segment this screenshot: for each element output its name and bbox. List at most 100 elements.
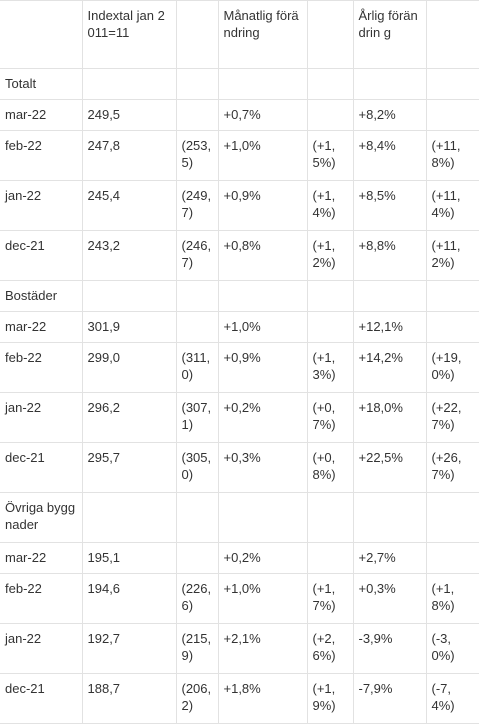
table-row: dec-21 295,7 (305,0) +0,3% (+0,8%) +22,5% (+26… — [0, 442, 479, 493]
cell-yearly-prev: (+22,7%) — [425, 392, 479, 443]
cell-monthly-prev: (+2,6%) — [306, 623, 354, 674]
cell-monthly: +1,0% — [217, 311, 308, 343]
cell-monthly-prev — [306, 311, 354, 343]
cell-period: mar-22 — [0, 311, 83, 343]
section-title: Totalt — [0, 68, 83, 100]
cell-index: 249,5 — [81, 99, 177, 131]
empty-cell — [352, 68, 427, 100]
cell-yearly: +2,7% — [352, 542, 427, 574]
cell-monthly-prev: (+0,7%) — [306, 392, 354, 443]
table-row: feb-22 247,8 (253,5) +1,0% (+1,5%) +8,4% (+11,… — [0, 130, 479, 181]
cell-yearly-prev: (+1,8%) — [425, 573, 479, 624]
cell-yearly-prev: (-7,4%) — [425, 673, 479, 724]
cell-monthly-prev: (+1,9%) — [306, 673, 354, 724]
cell-monthly: +0,3% — [217, 442, 308, 493]
empty-cell — [425, 492, 479, 543]
cell-monthly-prev — [306, 99, 354, 131]
cell-yearly: +0,3% — [352, 573, 427, 624]
cell-index: 245,4 — [81, 180, 177, 231]
cell-period: dec-21 — [0, 673, 83, 724]
cell-period: mar-22 — [0, 542, 83, 574]
cell-yearly-prev: (+19,0%) — [425, 342, 479, 393]
section-header-row: Bostäder — [0, 280, 479, 312]
cell-yearly: +8,2% — [352, 99, 427, 131]
table-row: jan-22 296,2 (307,1) +0,2% (+0,7%) +18,0% (+22… — [0, 392, 479, 443]
cell-yearly: +18,0% — [352, 392, 427, 443]
cell-index-prev — [175, 99, 219, 131]
cell-period: feb-22 — [0, 342, 83, 393]
empty-cell — [352, 280, 427, 312]
cell-yearly-prev — [425, 99, 479, 131]
cell-monthly: +0,8% — [217, 230, 308, 281]
cell-yearly-prev — [425, 311, 479, 343]
cell-monthly: +1,0% — [217, 573, 308, 624]
cell-yearly: +14,2% — [352, 342, 427, 393]
cell-period: dec-21 — [0, 442, 83, 493]
cell-monthly-prev: (+1,5%) — [306, 130, 354, 181]
cell-index: 247,8 — [81, 130, 177, 181]
cell-index: 194,6 — [81, 573, 177, 624]
empty-cell — [175, 492, 219, 543]
header-period-cell — [0, 0, 83, 69]
cell-index-prev: (307,1) — [175, 392, 219, 443]
table-row: mar-22 249,5 +0,7% +8,2% — [0, 99, 479, 131]
header-monthly: Månatlig förändring — [217, 0, 308, 69]
cell-index-prev: (311,0) — [175, 342, 219, 393]
cell-yearly-prev: (+11,2%) — [425, 230, 479, 281]
cell-index-prev: (249,7) — [175, 180, 219, 231]
table-row: mar-22 301,9 +1,0% +12,1% — [0, 311, 479, 343]
cell-monthly: +0,9% — [217, 342, 308, 393]
table-row: mar-22 195,1 +0,2% +2,7% — [0, 542, 479, 574]
empty-cell — [306, 68, 354, 100]
empty-cell — [352, 492, 427, 543]
section-title: Bostäder — [0, 280, 83, 312]
cell-index: 296,2 — [81, 392, 177, 443]
cell-period: feb-22 — [0, 130, 83, 181]
cell-index: 299,0 — [81, 342, 177, 393]
cell-yearly-prev: (+11,8%) — [425, 130, 479, 181]
cell-monthly: +0,2% — [217, 392, 308, 443]
cell-index: 195,1 — [81, 542, 177, 574]
table-row: dec-21 188,7 (206,2) +1,8% (+1,9%) -7,9% (-7,4… — [0, 673, 479, 724]
section-header-row: Övriga byggnader — [0, 492, 479, 543]
header-index: Indextal jan 2011=11 — [81, 0, 177, 69]
cell-period: feb-22 — [0, 573, 83, 624]
empty-cell — [81, 68, 177, 100]
header-yearly-prev-cell — [425, 0, 479, 69]
cell-monthly: +2,1% — [217, 623, 308, 674]
cell-yearly: +22,5% — [352, 442, 427, 493]
cell-index-prev: (226,6) — [175, 573, 219, 624]
cell-index-prev: (206,2) — [175, 673, 219, 724]
cell-yearly-prev: (+26,7%) — [425, 442, 479, 493]
cell-period: jan-22 — [0, 623, 83, 674]
header-monthly-prev-cell — [306, 0, 354, 69]
cell-yearly: +8,5% — [352, 180, 427, 231]
empty-cell — [81, 280, 177, 312]
cell-yearly: -3,9% — [352, 623, 427, 674]
cell-yearly: +12,1% — [352, 311, 427, 343]
empty-cell — [306, 280, 354, 312]
header-yearly: Årlig förändrin g — [352, 0, 427, 69]
cell-monthly: +0,7% — [217, 99, 308, 131]
cell-period: mar-22 — [0, 99, 83, 131]
empty-cell — [425, 68, 479, 100]
cell-index: 192,7 — [81, 623, 177, 674]
empty-cell — [81, 492, 177, 543]
table-row: jan-22 245,4 (249,7) +0,9% (+1,4%) +8,5% (+11,… — [0, 180, 479, 231]
cell-yearly: -7,9% — [352, 673, 427, 724]
cell-monthly: +1,8% — [217, 673, 308, 724]
cell-index: 243,2 — [81, 230, 177, 281]
header-row: Indextal jan 2011=11 Månatlig förändring… — [0, 0, 479, 69]
cell-index-prev — [175, 311, 219, 343]
cell-monthly-prev: (+1,7%) — [306, 573, 354, 624]
table-row: jan-22 192,7 (215,9) +2,1% (+2,6%) -3,9% (-3,0… — [0, 623, 479, 674]
cell-yearly-prev — [425, 542, 479, 574]
cell-monthly-prev: (+1,4%) — [306, 180, 354, 231]
cell-yearly: +8,4% — [352, 130, 427, 181]
empty-cell — [217, 68, 308, 100]
cell-index: 301,9 — [81, 311, 177, 343]
empty-cell — [175, 68, 219, 100]
cell-monthly-prev — [306, 542, 354, 574]
section-title: Övriga byggnader — [0, 492, 83, 543]
cell-index: 188,7 — [81, 673, 177, 724]
